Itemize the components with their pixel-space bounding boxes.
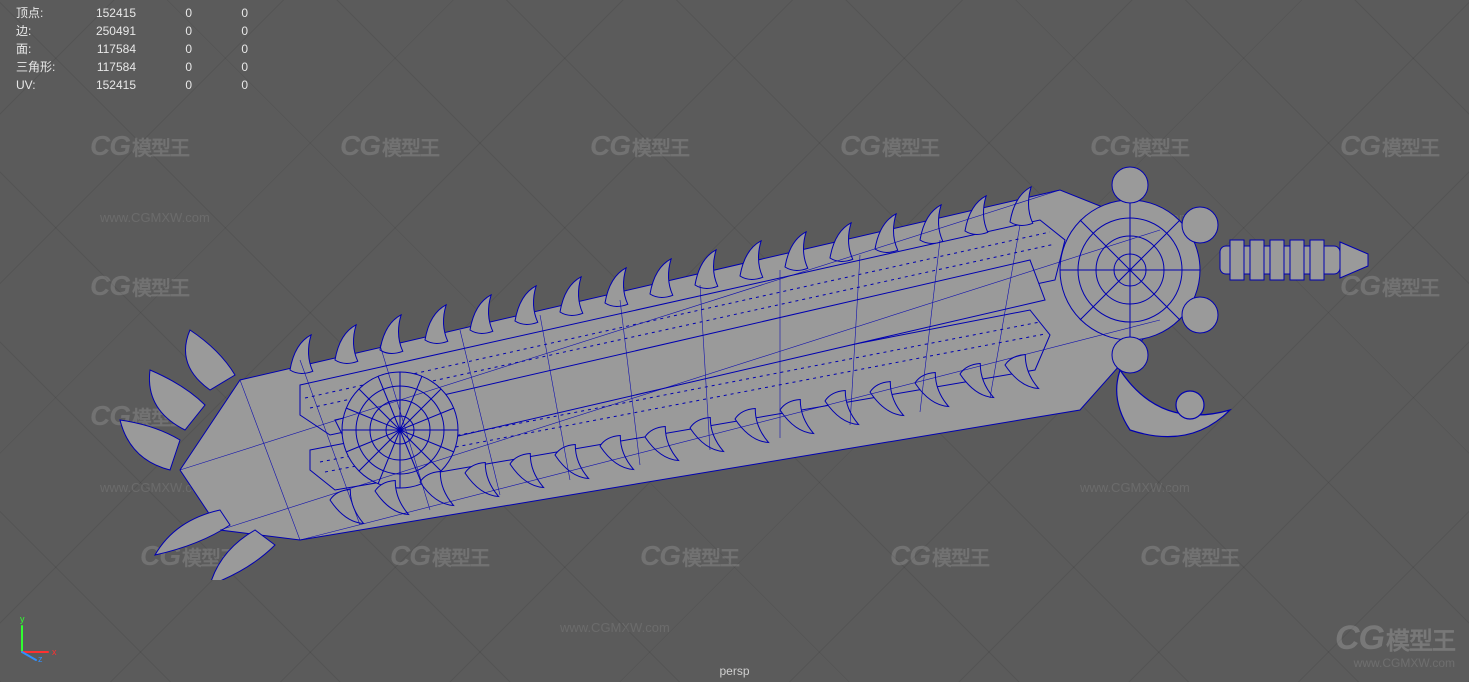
hud-label: UV:: [16, 76, 72, 94]
axis-z-label: z: [38, 654, 43, 662]
hud-value: 0: [192, 4, 248, 22]
hud-row-faces: 面: 117584 0 0: [16, 40, 248, 58]
hud-value: 0: [192, 40, 248, 58]
hud-value: 117584: [72, 40, 136, 58]
view-axis-gizmo[interactable]: y x z: [12, 612, 62, 662]
hud-value: 0: [136, 4, 192, 22]
hud-label: 顶点:: [16, 4, 72, 22]
hud-label: 三角形:: [16, 58, 72, 76]
hud-label: 面:: [16, 40, 72, 58]
camera-name-label: persp: [719, 664, 749, 678]
hud-label: 边:: [16, 22, 72, 40]
hud-value: 0: [192, 58, 248, 76]
watermark-corner: CG模型王 www.CGMXW.com: [1335, 619, 1455, 670]
hud-value: 0: [136, 40, 192, 58]
hud-row-uvs: UV: 152415 0 0: [16, 76, 248, 94]
maya-viewport[interactable]: CG模型王CG模型王CG模型王CG模型王CG模型王CG模型王CG模型王CG模型王…: [0, 0, 1469, 682]
hud-value: 0: [192, 76, 248, 94]
hud-value: 0: [136, 76, 192, 94]
hud-value: 0: [136, 58, 192, 76]
axis-y-label: y: [20, 614, 25, 624]
hud-value: 0: [192, 22, 248, 40]
model-wireframe[interactable]: [60, 100, 1410, 580]
hud-value: 152415: [72, 4, 136, 22]
hud-row-edges: 边: 250491 0 0: [16, 22, 248, 40]
hud-value: 117584: [72, 58, 136, 76]
polycount-hud: 顶点: 152415 0 0 边: 250491 0 0 面: 117584 0…: [16, 4, 248, 94]
axis-x-label: x: [52, 647, 57, 657]
hud-value: 0: [136, 22, 192, 40]
hud-value: 152415: [72, 76, 136, 94]
hud-value: 250491: [72, 22, 136, 40]
watermark-url: www.CGMXW.com: [560, 620, 670, 635]
hud-row-verts: 顶点: 152415 0 0: [16, 4, 248, 22]
hud-row-tris: 三角形: 117584 0 0: [16, 58, 248, 76]
